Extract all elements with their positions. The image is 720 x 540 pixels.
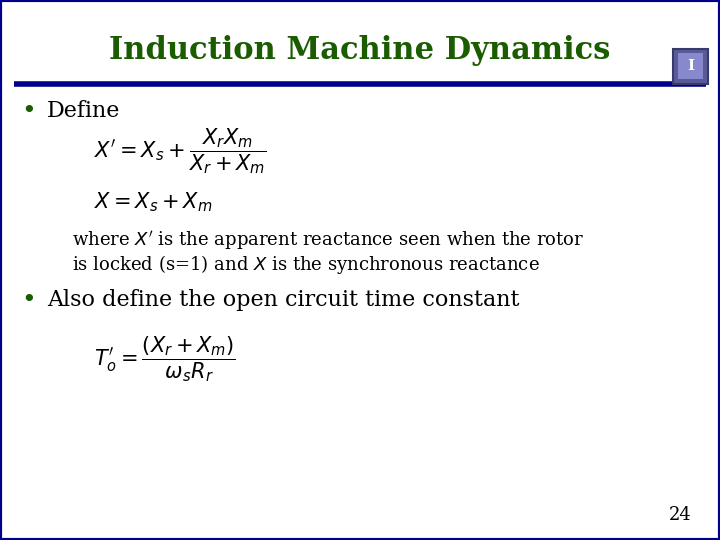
- Text: Define: Define: [47, 100, 120, 122]
- Text: $T_o' = \dfrac{(X_r + X_m)}{\omega_s R_r}$: $T_o' = \dfrac{(X_r + X_m)}{\omega_s R_r…: [94, 334, 235, 384]
- Text: I: I: [687, 59, 694, 73]
- FancyBboxPatch shape: [673, 49, 708, 84]
- Text: •: •: [22, 288, 36, 312]
- Text: $X' = X_s + \dfrac{X_r X_m}{X_r + X_m}$: $X' = X_s + \dfrac{X_r X_m}{X_r + X_m}$: [94, 126, 266, 176]
- Text: •: •: [22, 99, 36, 123]
- Text: where $X'$ is the apparent reactance seen when the rotor: where $X'$ is the apparent reactance see…: [72, 229, 585, 252]
- Text: Induction Machine Dynamics: Induction Machine Dynamics: [109, 35, 611, 66]
- Text: Also define the open circuit time constant: Also define the open circuit time consta…: [47, 289, 519, 310]
- FancyBboxPatch shape: [678, 53, 703, 79]
- Text: is locked (s=1) and $X$ is the synchronous reactance: is locked (s=1) and $X$ is the synchrono…: [72, 253, 540, 276]
- Text: 24: 24: [668, 506, 691, 524]
- Text: $X = X_s + X_m$: $X = X_s + X_m$: [94, 191, 212, 214]
